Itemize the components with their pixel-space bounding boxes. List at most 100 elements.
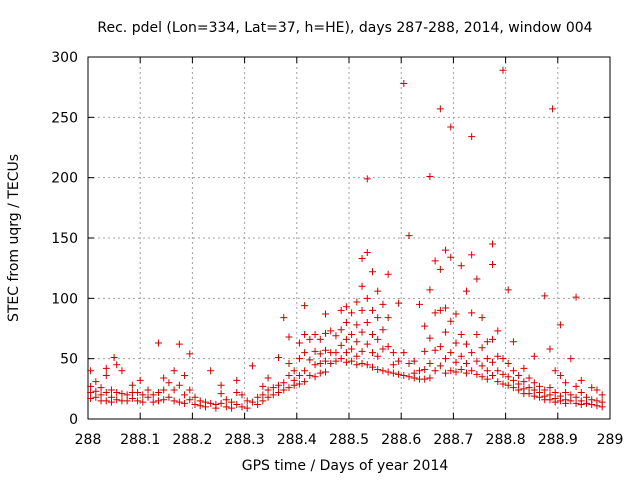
data-point: [583, 393, 591, 401]
data-point: [217, 381, 225, 389]
data-point: [87, 367, 95, 375]
x-tick-label: 289: [597, 432, 624, 448]
data-point: [447, 349, 455, 357]
data-point: [588, 384, 596, 392]
data-point: [259, 391, 267, 399]
data-point: [97, 384, 105, 392]
data-point: [483, 367, 491, 375]
data-point: [134, 397, 142, 405]
data-point: [515, 380, 523, 388]
data-point: [468, 349, 476, 357]
data-point: [154, 339, 162, 347]
data-point: [379, 367, 387, 375]
data-point: [160, 374, 168, 382]
data-point: [494, 367, 502, 375]
axis-ticks: [87, 56, 611, 420]
data-point: [546, 384, 554, 392]
x-tick-label: 288.3: [225, 432, 265, 448]
data-point: [452, 358, 460, 366]
data-point: [348, 345, 356, 353]
data-point: [368, 349, 376, 357]
data-point: [551, 367, 559, 375]
data-point: [149, 398, 157, 406]
data-point: [577, 401, 585, 409]
data-point: [301, 349, 309, 357]
data-point: [348, 331, 356, 339]
data-point: [248, 362, 256, 370]
data-point: [264, 374, 272, 382]
data-point: [275, 381, 283, 389]
data-point: [165, 379, 173, 387]
data-point: [353, 338, 361, 346]
data-point: [301, 302, 309, 310]
data-point: [113, 388, 121, 396]
data-point: [165, 393, 173, 401]
data-point: [238, 391, 246, 399]
data-point: [363, 248, 371, 256]
data-point: [181, 372, 189, 380]
y-tick-label: 150: [51, 231, 78, 247]
y-tick-label: 200: [51, 171, 78, 187]
data-point: [499, 370, 507, 378]
data-point: [504, 373, 512, 381]
data-point: [175, 381, 183, 389]
data-point: [113, 396, 121, 404]
data-point: [154, 397, 162, 405]
data-point: [306, 356, 314, 364]
data-point: [536, 393, 544, 401]
data-point: [264, 393, 272, 401]
data-point: [186, 386, 194, 394]
data-point: [567, 355, 575, 363]
data-point: [483, 375, 491, 383]
data-point: [452, 339, 460, 347]
data-point: [567, 397, 575, 405]
data-point: [374, 287, 382, 295]
data-point: [489, 335, 497, 343]
data-point: [421, 375, 429, 383]
data-point: [436, 306, 444, 314]
data-point: [572, 382, 580, 390]
data-point: [549, 105, 557, 113]
data-point: [395, 370, 403, 378]
data-point: [426, 172, 434, 180]
data-point: [462, 287, 470, 295]
data-point: [551, 398, 559, 406]
data-point: [562, 388, 570, 396]
data-point: [134, 388, 142, 396]
x-tick-label: 288.8: [486, 432, 526, 448]
data-point: [530, 379, 538, 387]
data-point: [248, 398, 256, 406]
data-point: [144, 393, 152, 401]
data-point: [342, 335, 350, 343]
data-point: [295, 355, 303, 363]
data-point: [295, 339, 303, 347]
data-point: [154, 388, 162, 396]
data-point: [442, 328, 450, 336]
data-point: [405, 359, 413, 367]
data-point: [457, 352, 465, 360]
data-point: [530, 352, 538, 360]
data-point: [358, 328, 366, 336]
data-point: [489, 261, 497, 269]
data-point: [136, 376, 144, 384]
data-point: [384, 314, 392, 322]
data-point: [374, 314, 382, 322]
data-point: [410, 374, 418, 382]
data-point: [489, 372, 497, 380]
data-point: [196, 402, 204, 410]
data-point: [92, 378, 100, 386]
data-point: [363, 340, 371, 348]
data-point: [337, 355, 345, 363]
data-point: [389, 369, 397, 377]
data-point: [520, 378, 528, 386]
x-tick-label: 288.5: [329, 432, 369, 448]
data-point: [201, 403, 209, 411]
data-point: [421, 347, 429, 355]
data-point: [426, 286, 434, 294]
data-point: [301, 331, 309, 339]
data-point: [541, 292, 549, 300]
data-point: [368, 268, 376, 276]
data-point: [593, 386, 601, 394]
data-point: [233, 388, 241, 396]
data-point: [473, 331, 481, 339]
